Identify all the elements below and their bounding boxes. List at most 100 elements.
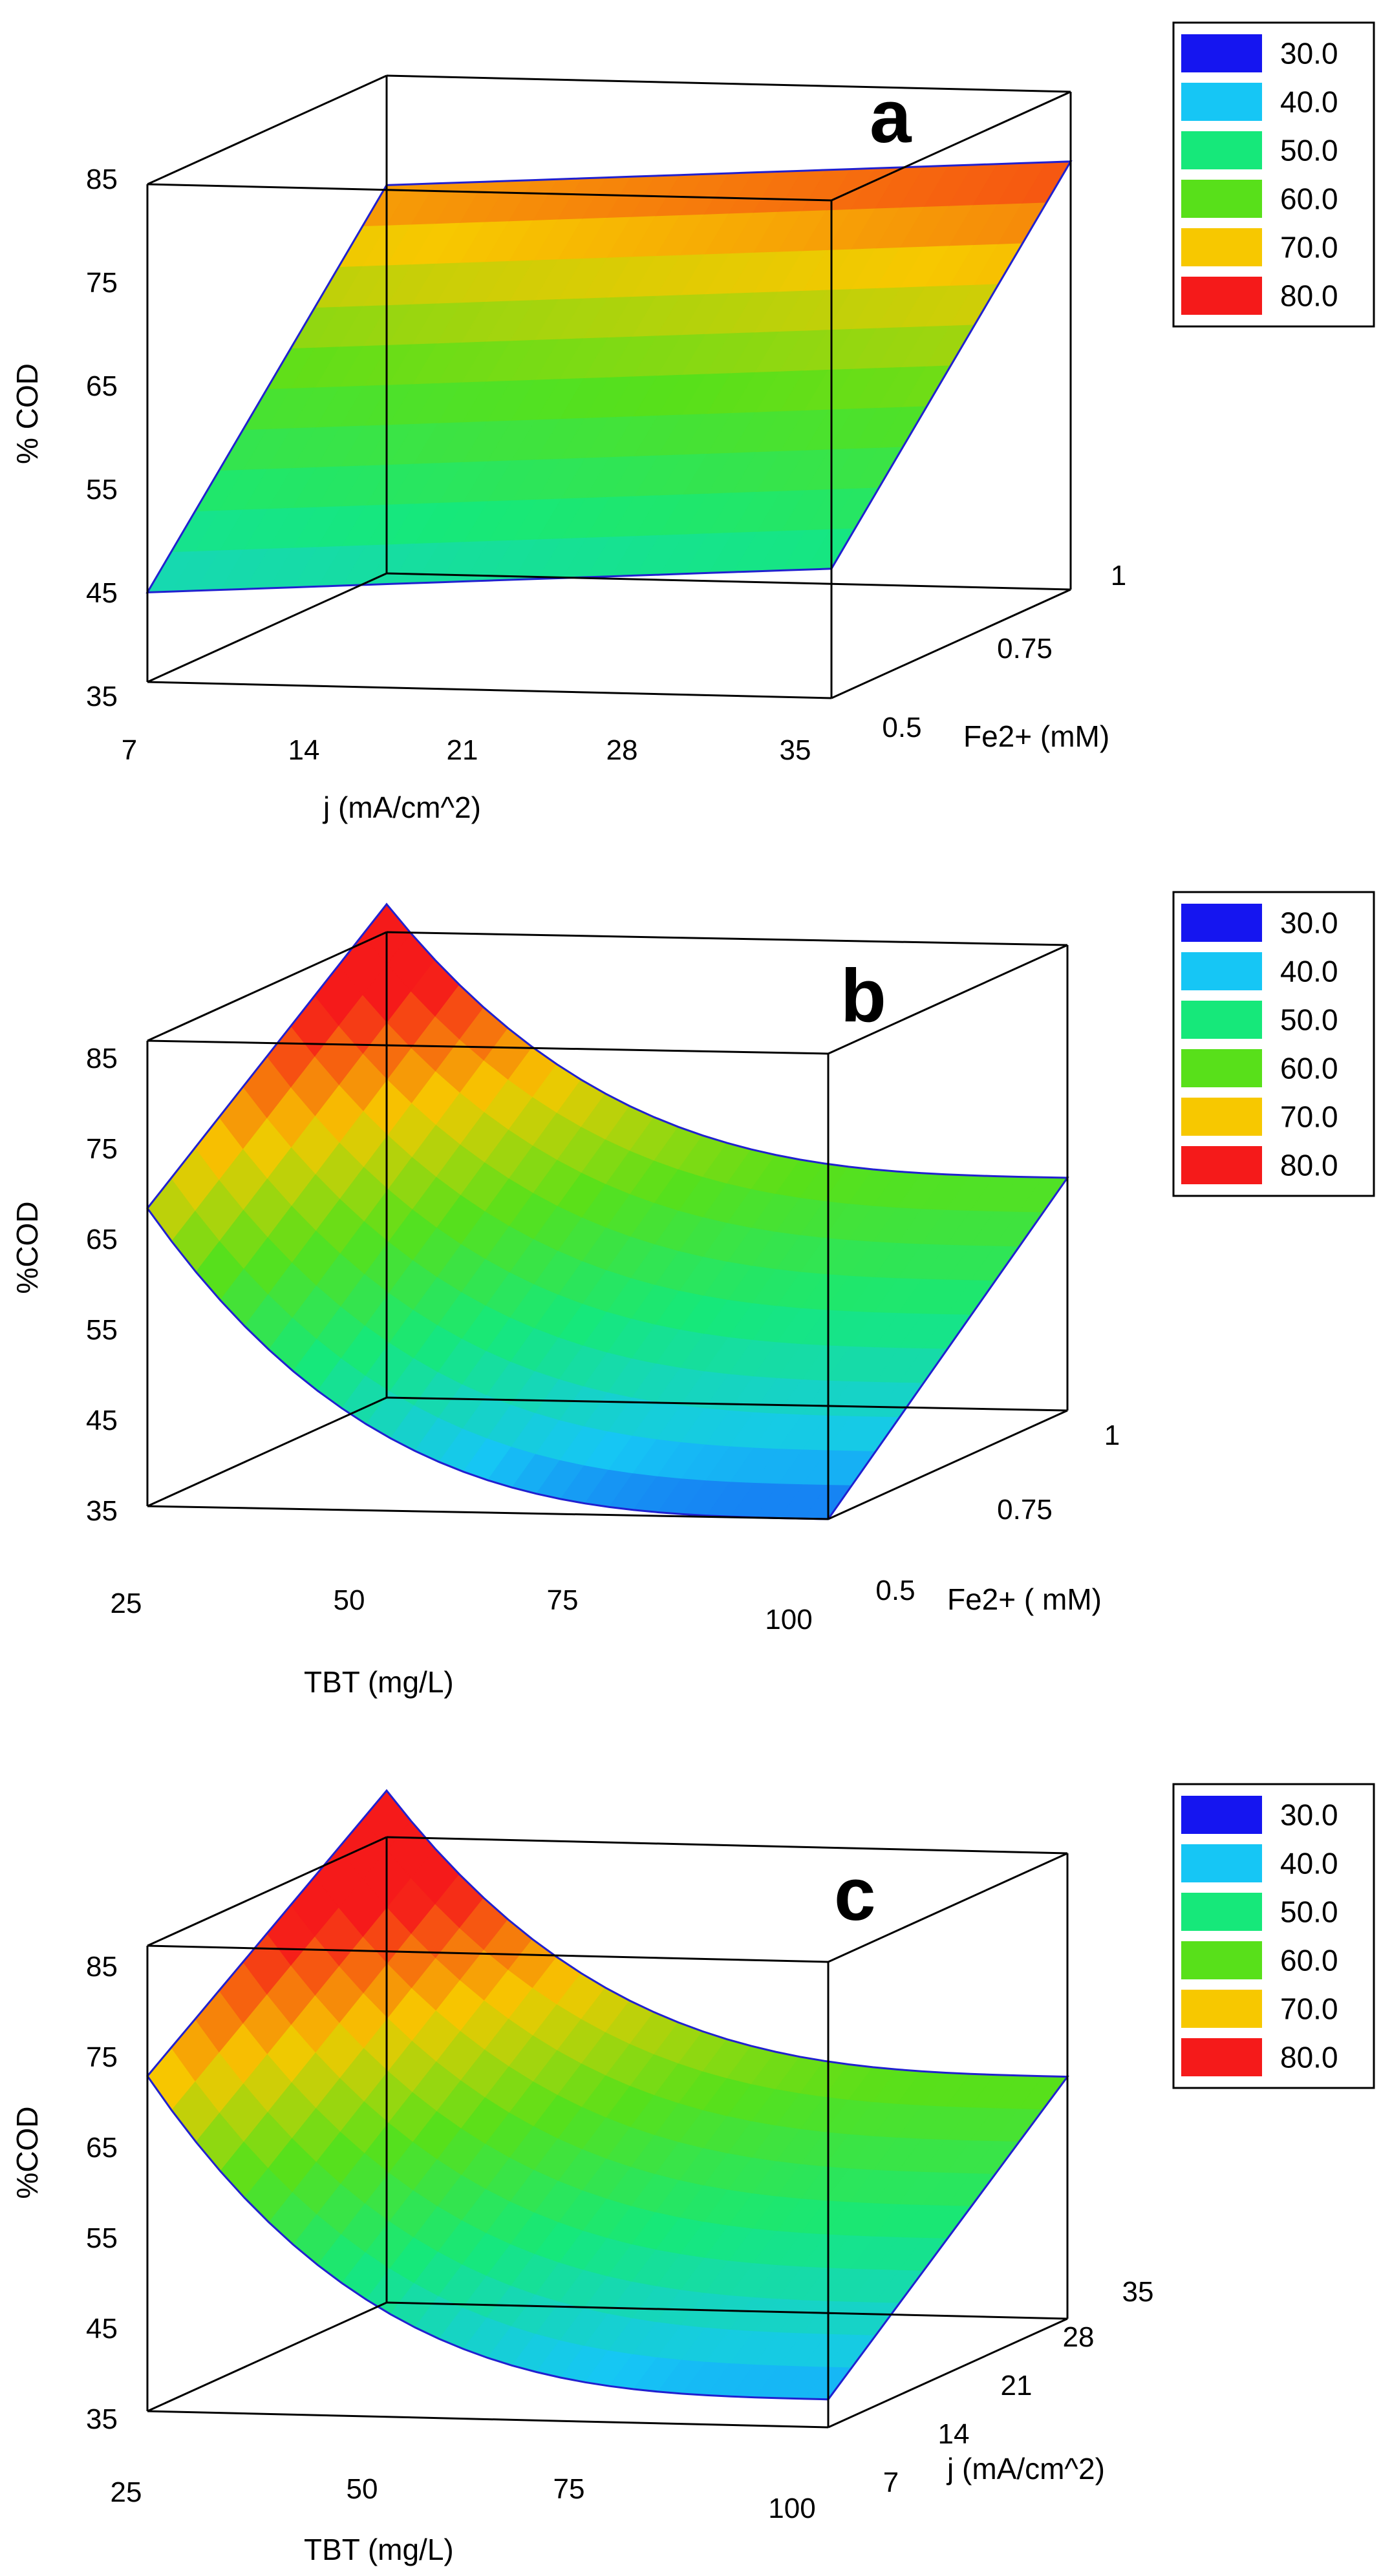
x-ticks-a: 7 14 21 28 35 <box>122 734 811 766</box>
legend-label: 50.0 <box>1280 134 1338 167</box>
y-tick: 0.5 <box>882 712 921 743</box>
legend-label: 60.0 <box>1280 1052 1338 1085</box>
z-tick: 35 <box>86 2403 118 2435</box>
box-edge <box>386 2301 1068 2320</box>
x-tick: 100 <box>765 1604 812 1635</box>
surface-a <box>145 160 1073 593</box>
legend-label: 50.0 <box>1280 1003 1338 1037</box>
z-tick: 85 <box>86 1951 118 1983</box>
box-edge <box>147 1039 829 1055</box>
panel-c: c %COD TBT (mg/L) j (mA/cm^2) 85 75 65 5… <box>10 1783 1375 2566</box>
z-tick: 65 <box>86 2132 118 2164</box>
box-edge <box>386 931 1068 946</box>
axis-box-a <box>146 74 1072 699</box>
y-ticks-b: 0.5 0.75 1 <box>875 1420 1120 1606</box>
legend-swatch <box>1181 1001 1262 1039</box>
legend-swatch <box>1181 1844 1262 1882</box>
panel-letter-b: b <box>840 953 886 1038</box>
z-tick: 45 <box>86 577 118 609</box>
y-tick: 1 <box>1104 1420 1120 1451</box>
x-tick: 7 <box>122 734 137 766</box>
legend-swatch <box>1181 1146 1262 1184</box>
z-tick: 35 <box>86 1495 118 1527</box>
y-ticks-c: 7 14 21 28 35 <box>883 2276 1154 2498</box>
legend-label: 70.0 <box>1280 231 1338 264</box>
legend-label: 30.0 <box>1280 37 1338 70</box>
legend-swatch <box>1181 1796 1262 1834</box>
legend-label: 70.0 <box>1280 1992 1338 2026</box>
panel-b: b %COD TBT (mg/L) Fe2+ ( mM) 85 75 65 55… <box>10 891 1375 1699</box>
box-edge <box>386 74 1071 93</box>
box-edge <box>828 1852 1068 1963</box>
z-tick: 45 <box>86 2313 118 2345</box>
panel-letter-c: c <box>834 1852 876 1936</box>
z-tick: 65 <box>86 1224 118 1255</box>
legend-frame <box>1172 1783 1375 2089</box>
z-tick: 55 <box>86 474 118 506</box>
legend-swatch <box>1181 1990 1262 2028</box>
box-edge <box>147 1836 387 1947</box>
box-edge <box>147 74 387 186</box>
x-tick: 35 <box>780 734 811 766</box>
y-axis-label-c: j (mA/cm^2) <box>946 2452 1105 2486</box>
x-tick: 75 <box>553 2473 585 2505</box>
z-tick: 55 <box>86 1314 118 1346</box>
z-ticks-c: 85 75 65 55 45 35 <box>86 1951 118 2435</box>
legend-label: 40.0 <box>1280 1847 1338 1880</box>
z-axis-label-c: %COD <box>10 2106 44 2198</box>
x-ticks-c: 25 50 75 100 <box>111 2473 816 2524</box>
legend-swatch <box>1181 2038 1262 2076</box>
legend-swatch <box>1181 83 1262 121</box>
x-tick: 14 <box>288 734 320 766</box>
axis-box-c <box>146 1836 1069 2429</box>
legend-label: 60.0 <box>1280 182 1338 216</box>
box-edge <box>831 588 1071 699</box>
z-ticks-a: 85 75 65 55 45 35 <box>86 164 118 712</box>
x-axis-label-b: TBT (mg/L) <box>304 1665 454 1699</box>
legend-swatch <box>1181 34 1262 72</box>
z-tick: 75 <box>86 1133 118 1165</box>
y-tick: 1 <box>1111 560 1126 591</box>
box-edge <box>147 2301 387 2412</box>
legend-label: 80.0 <box>1280 279 1338 313</box>
legend-swatch <box>1181 1098 1262 1136</box>
box-edge <box>147 1396 387 1507</box>
surface-b <box>146 902 1069 1520</box>
legend-label: 40.0 <box>1280 955 1338 988</box>
legend-swatch <box>1181 1941 1262 1979</box>
legend-label: 60.0 <box>1280 1944 1338 1977</box>
z-tick: 35 <box>86 681 118 712</box>
x-ticks-b: 25 50 75 100 <box>111 1584 813 1635</box>
box-edge <box>831 90 1071 202</box>
legend-label: 30.0 <box>1280 906 1338 940</box>
box-edge <box>147 1944 829 1963</box>
y-tick: 0.5 <box>875 1575 915 1606</box>
box-edge <box>828 944 1068 1055</box>
y-ticks-a: 0.5 0.75 1 <box>882 560 1126 743</box>
y-tick: 0.75 <box>997 633 1053 665</box>
legend-swatch <box>1181 904 1262 942</box>
x-axis-label-c: TBT (mg/L) <box>304 2533 454 2566</box>
z-tick: 55 <box>86 2222 118 2254</box>
x-tick: 75 <box>547 1584 579 1616</box>
z-tick: 75 <box>86 267 118 299</box>
box-edge <box>386 1836 1068 1855</box>
x-tick: 25 <box>111 2476 142 2508</box>
surface-c <box>146 1789 1069 2401</box>
y-tick: 0.75 <box>997 1494 1053 1526</box>
y-tick: 35 <box>1122 2276 1154 2308</box>
legend-swatch <box>1181 277 1262 315</box>
z-axis-label-a: % COD <box>10 363 44 464</box>
x-tick: 100 <box>768 2493 815 2524</box>
legend-swatch <box>1181 1049 1262 1087</box>
legend-swatch <box>1181 180 1262 218</box>
y-axis-label-a: Fe2+ (mM) <box>963 719 1109 753</box>
legend-swatch <box>1181 228 1262 266</box>
z-tick: 75 <box>86 2041 118 2073</box>
y-tick: 7 <box>883 2467 899 2498</box>
box-edge <box>828 1409 1068 1520</box>
legend-swatch <box>1181 952 1262 990</box>
x-tick: 25 <box>111 1588 142 1619</box>
box-edge <box>147 931 387 1042</box>
y-tick: 14 <box>938 2418 970 2450</box>
